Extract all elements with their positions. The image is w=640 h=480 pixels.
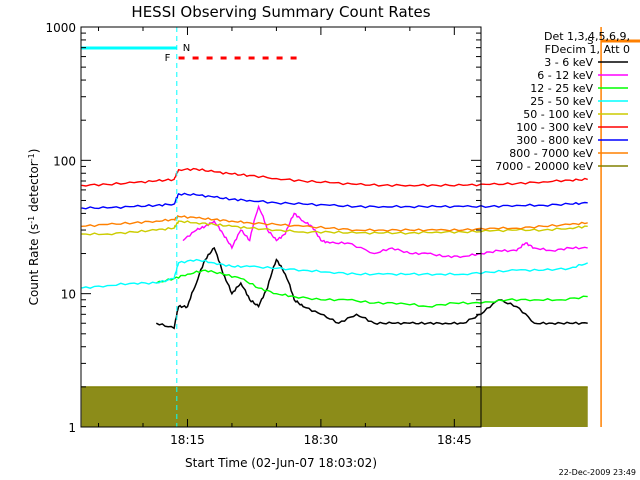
series-line-25-50-kev-0	[81, 258, 588, 289]
legend-label-50-100-kev: 50 - 100 keV	[523, 108, 593, 121]
y-tick-label-1: 1	[68, 421, 76, 435]
generation-timestamp: 22-Dec-2009 23:49	[559, 468, 636, 477]
y-axis-label-sup1: -1	[27, 216, 36, 224]
data-layer	[81, 167, 588, 427]
legend-label-100-300-kev: 100 - 300 keV	[516, 121, 593, 134]
legend-label-800-7000-kev: 800 - 7000 keV	[509, 147, 593, 160]
y-tick-label-100: 100	[53, 154, 76, 168]
series-line-3-6-kev-0	[155, 246, 588, 330]
axis-layer: 18:15 18:30 18:45 1 10 100 1000	[45, 21, 481, 447]
x-tick-label-1830: 18:30	[304, 433, 339, 447]
series-line-6-12-kev-0	[182, 204, 588, 259]
saa-label: S	[587, 36, 593, 47]
series-line-50-100-kev-0	[81, 220, 588, 236]
legend: Det 1,3,4,5,6,9,FDecim 1, Att 03 - 6 keV…	[495, 30, 630, 173]
x-axis-label: Start Time (02-Jun-07 18:03:02)	[185, 456, 377, 470]
legend-label-6-12-kev: 6 - 12 keV	[537, 69, 593, 82]
legend-header-1: FDecim 1, Att 0	[545, 43, 630, 56]
y-tick-label-10: 10	[61, 288, 76, 302]
chart-title: HESSI Observing Summary Count Rates	[131, 3, 430, 21]
legend-label-12-25-kev: 12 - 25 keV	[530, 82, 593, 95]
series-line-800-7000-kev-0	[81, 214, 588, 232]
legend-label-300-800-kev: 300 - 800 keV	[516, 134, 593, 147]
legend-label-7000-20000-kev: 7000 - 20000 keV	[495, 160, 593, 173]
x-tick-label-1845: 18:45	[437, 433, 472, 447]
plot-frame	[80, 26, 482, 428]
y-axis-label-end: )	[27, 149, 41, 154]
y-axis-label: Count Rate (s-1 detector-1)	[27, 149, 41, 306]
y-axis-label-sup2: -1	[27, 153, 36, 161]
flare-label: F	[165, 53, 171, 64]
night-label: N	[183, 43, 190, 54]
legend-header-0: Det 1,3,4,5,6,9,	[544, 30, 630, 43]
y-axis-label-main: Count Rate (s	[27, 224, 41, 306]
series-line-12-25-kev-0	[155, 269, 588, 308]
series-line-100-300-kev-0	[81, 167, 588, 188]
series-fill-7000-20000-kev-0	[81, 386, 588, 427]
y-tick-label-1000: 1000	[45, 21, 76, 35]
series-line-300-800-kev-0	[81, 192, 588, 210]
legend-label-3-6-kev: 3 - 6 keV	[544, 56, 593, 69]
legend-label-25-50-kev: 25 - 50 keV	[530, 95, 593, 108]
y-axis-label-mid: detector	[27, 161, 41, 216]
x-tick-label-1815: 18:15	[170, 433, 205, 447]
